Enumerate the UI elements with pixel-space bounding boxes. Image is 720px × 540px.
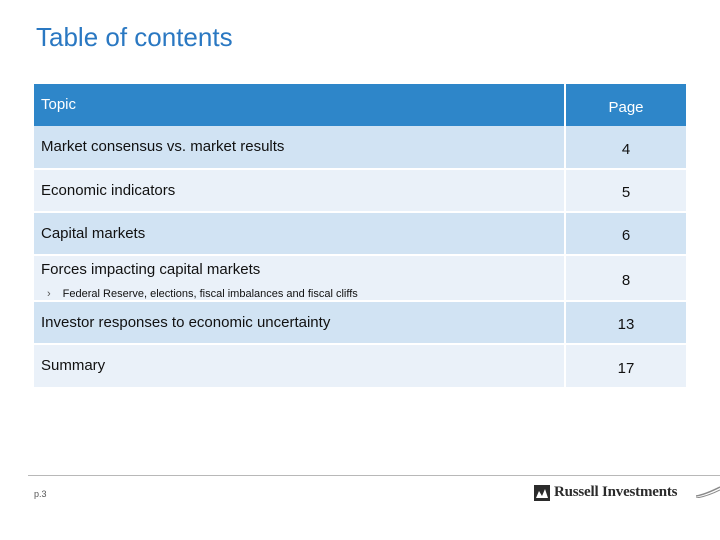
page-cell: 8 — [564, 254, 686, 301]
topic-cell-with-subtopic: Forces impacting capital markets › Federa… — [34, 254, 565, 301]
topic-cell: Investor responses to economic uncertain… — [34, 300, 565, 344]
table-row: Economic indicators 5 — [34, 168, 686, 212]
table-row: Investor responses to economic uncertain… — [34, 300, 686, 344]
table-row: Forces impacting capital markets › Federa… — [34, 254, 686, 301]
topic-text: Forces impacting capital markets — [41, 261, 261, 278]
page-cell: 5 — [564, 168, 686, 212]
page-cell: 4 — [564, 126, 686, 169]
table-row: Market consensus vs. market results 4 — [34, 126, 686, 169]
brand-logo: Russell Investments — [534, 484, 677, 501]
toc-table: Topic Page Market consensus vs. market r… — [34, 84, 686, 387]
page-cell: 13 — [564, 300, 686, 344]
page-cell: 17 — [564, 343, 686, 387]
page-cell: 6 — [564, 211, 686, 255]
decorative-swoosh-icon — [696, 486, 720, 498]
topic-cell: Economic indicators — [34, 168, 565, 212]
table-row: Summary 17 — [34, 343, 686, 387]
page-number: p.3 — [34, 489, 47, 499]
brand-name: Russell Investments — [554, 484, 678, 500]
topic-column-header: Topic — [41, 96, 77, 113]
page-column-header: Page — [564, 84, 686, 126]
topic-cell: Market consensus vs. market results — [41, 138, 285, 155]
russell-logo-icon — [534, 484, 550, 501]
table-row: Capital markets 6 — [34, 211, 686, 255]
topic-cell: Summary — [34, 343, 565, 387]
subtopic-text: Federal Reserve, elections, fiscal imbal… — [62, 288, 358, 300]
page-title: Table of contents — [36, 22, 233, 52]
footer-divider — [28, 475, 720, 476]
subtopic-line: › Federal Reserve, elections, fiscal imba… — [41, 288, 564, 300]
table-header-row: Topic Page — [34, 84, 686, 126]
topic-cell: Capital markets — [34, 211, 565, 255]
bullet-chevron-icon: › — [47, 288, 51, 300]
